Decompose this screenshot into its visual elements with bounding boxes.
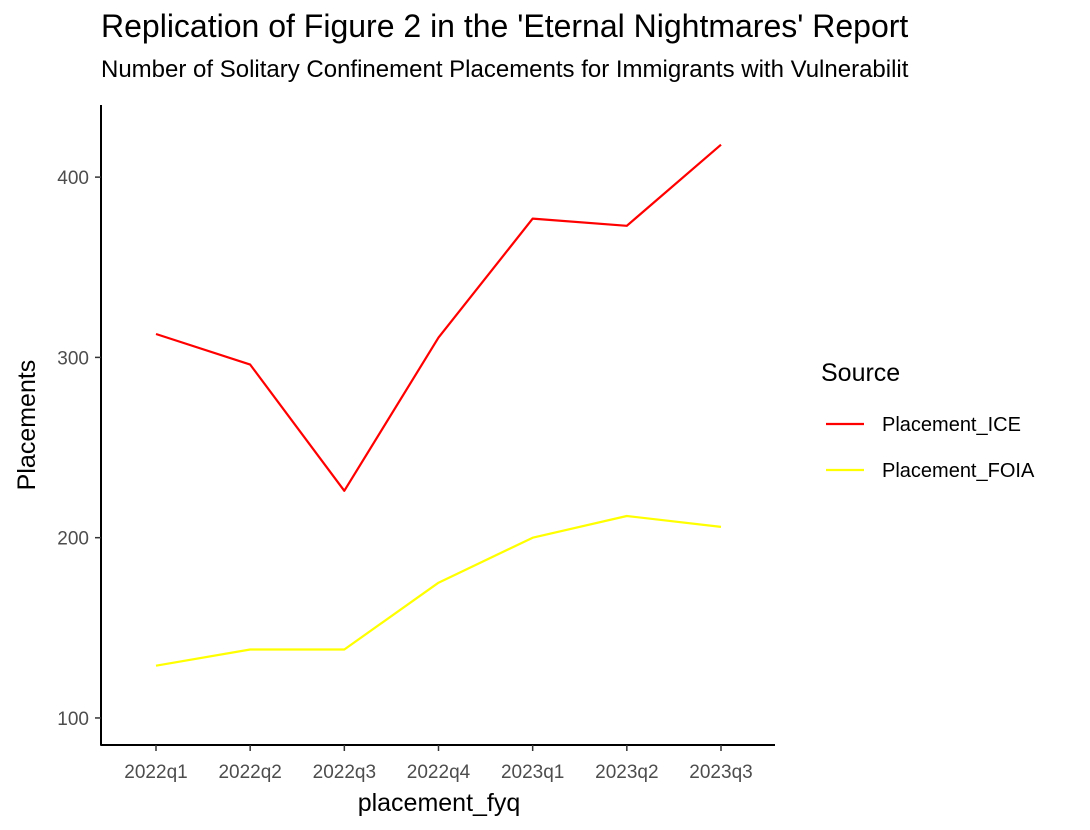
y-tick-label: 400 [57,168,89,189]
chart-title: Replication of Figure 2 in the 'Eternal … [101,8,909,44]
x-axis-title: placement_fyq [358,789,521,817]
x-tick-label: 2022q4 [407,762,471,783]
y-axis-title: Placements [13,360,41,491]
legend-title: Source [821,359,900,387]
series-line-placement-foia [155,514,722,667]
x-tick-label: 2023q3 [689,762,752,783]
ticks-layer: 100 200 300 400 2022q1 2022q2 2022q3 2022q4 2023… [57,168,752,783]
chart-subtitle: Number of Solitary Confinement Placement… [101,56,909,83]
y-tick-label: 100 [57,709,89,730]
series-layer [155,143,722,667]
axes [100,105,775,746]
x-tick-label: 2023q1 [501,762,564,783]
x-tick-label: 2022q3 [313,762,376,783]
legend-label: Placement_ICE [882,414,1021,436]
legend: Source Placement_ICE Placement_FOIA [821,359,1035,482]
y-tick-label: 200 [57,529,89,550]
x-tick-label: 2023q2 [595,762,658,783]
x-tick-label: 2022q2 [218,762,281,783]
legend-label: Placement_FOIA [882,460,1035,482]
y-tick-label: 300 [57,348,89,369]
series-line-placement-ice [155,143,722,492]
x-tick-label: 2022q1 [124,762,187,783]
